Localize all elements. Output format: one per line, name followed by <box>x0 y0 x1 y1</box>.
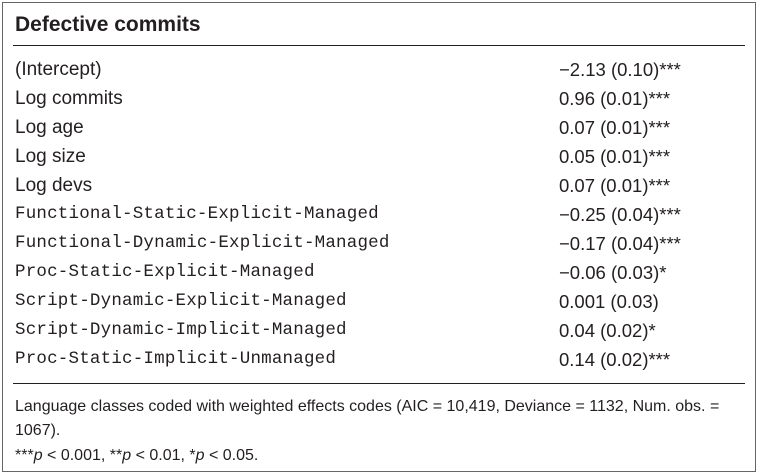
table-title: Defective commits <box>15 13 201 36</box>
table-row: Functional-Dynamic-Explicit-Managed −0.17… <box>3 229 757 258</box>
footnote-stars-1: *** <box>15 447 34 464</box>
table-row: Script-Dynamic-Explicit-Managed 0.001 (0.… <box>3 287 757 316</box>
footnote-significance: ***p < 0.001, **p < 0.01, *p < 0.05. <box>15 444 745 468</box>
row-estimate: 0.14 (0.02)*** <box>559 349 671 370</box>
table-row: (Intercept) −2.13 (0.10)*** <box>3 55 757 84</box>
table-row: Log age 0.07 (0.01)*** <box>3 113 757 142</box>
table-frame: Defective commits (Intercept) −2.13 (0.10… <box>2 2 756 472</box>
table-row: Functional-Static-Explicit-Managed −0.25 … <box>3 200 757 229</box>
row-estimate: 0.96 (0.01)*** <box>559 88 671 109</box>
row-estimate: 0.07 (0.01)*** <box>559 117 671 138</box>
footnote-threshold-2: < 0.01, * <box>131 447 196 464</box>
row-label: Script-Dynamic-Implicit-Managed <box>15 320 347 340</box>
footer-rule <box>13 383 745 384</box>
row-estimate: 0.001 (0.03) <box>559 291 659 312</box>
row-label: Functional-Static-Explicit-Managed <box>15 204 379 224</box>
table-row: Log size 0.05 (0.01)*** <box>3 142 757 171</box>
footnote-threshold-1: < 0.001, ** <box>42 447 123 464</box>
row-label: Functional-Dynamic-Explicit-Managed <box>15 233 390 253</box>
table-row: Proc-Static-Explicit-Managed −0.06 (0.03)… <box>3 258 757 287</box>
header-rule <box>13 45 745 46</box>
row-label: Proc-Static-Implicit-Unmanaged <box>15 349 337 369</box>
row-label: Script-Dynamic-Explicit-Managed <box>15 291 347 311</box>
table-row: Log commits 0.96 (0.01)*** <box>3 84 757 113</box>
row-estimate: −0.17 (0.04)*** <box>559 233 681 254</box>
footnote-p-2: p <box>122 447 132 464</box>
row-label: (Intercept) <box>15 59 102 80</box>
footnote-p-3: p <box>195 447 205 464</box>
row-estimate: 0.04 (0.02)* <box>559 320 656 341</box>
row-label: Log age <box>15 117 84 138</box>
footnote-p-1: p <box>33 447 43 464</box>
footnote-model-info: Language classes coded with weighted eff… <box>15 398 720 439</box>
row-label: Log devs <box>15 175 93 196</box>
row-label: Log size <box>15 146 86 167</box>
row-label: Proc-Static-Explicit-Managed <box>15 262 315 282</box>
row-estimate: 0.05 (0.01)*** <box>559 146 671 167</box>
row-estimate: −0.25 (0.04)*** <box>559 204 681 225</box>
table-row: Log devs 0.07 (0.01)*** <box>3 171 757 200</box>
table-row: Script-Dynamic-Implicit-Managed 0.04 (0.0… <box>3 316 757 345</box>
row-estimate: −0.06 (0.03)* <box>559 262 667 283</box>
row-estimate: 0.07 (0.01)*** <box>559 175 671 196</box>
table-row: Proc-Static-Implicit-Unmanaged 0.14 (0.02… <box>3 345 757 374</box>
row-label: Log commits <box>15 88 123 109</box>
footnote-threshold-3: < 0.05. <box>204 447 259 464</box>
row-estimate: −2.13 (0.10)*** <box>559 59 681 80</box>
